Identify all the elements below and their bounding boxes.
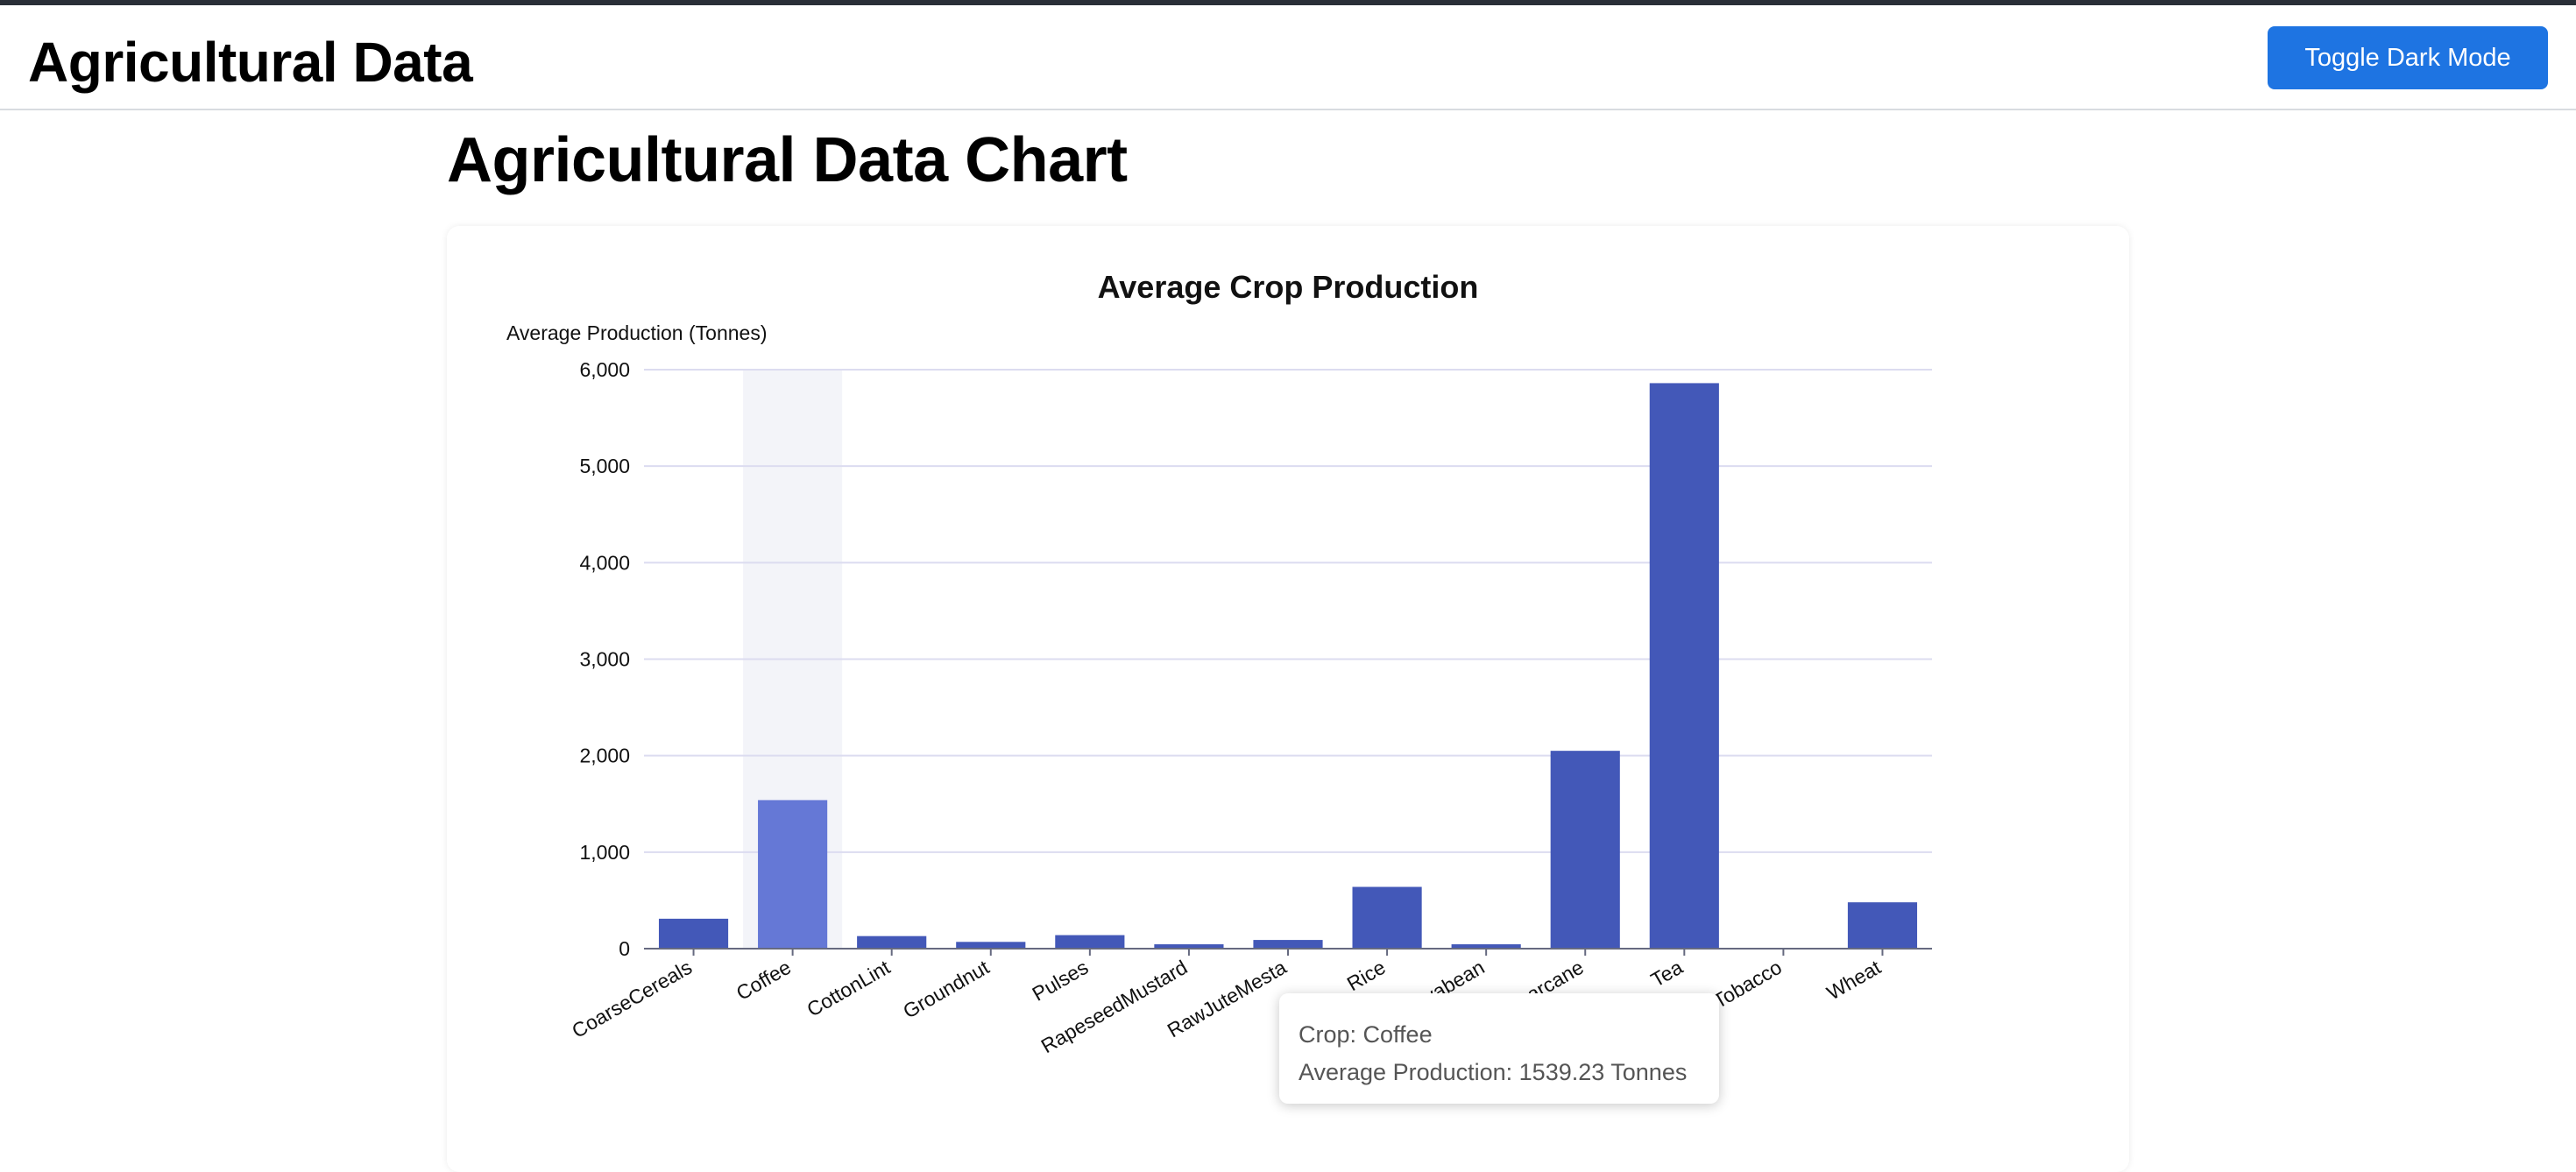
x-tick-label: Rice	[1343, 956, 1390, 996]
app-header: Agricultural Data Toggle Dark Mode	[0, 5, 2576, 110]
bar-cottonlint[interactable]	[857, 935, 927, 949]
x-tick-label: Wheat	[1822, 956, 1885, 1005]
bar-pulses[interactable]	[1055, 935, 1125, 949]
y-tick-label: 5,000	[579, 455, 630, 477]
y-tick-label: 3,000	[579, 648, 630, 671]
x-tick-label: Tea	[1647, 956, 1687, 992]
chart-card: 0 1,000 2,000 3,000 4,000 5,000 6,000 CoarseCe…	[447, 226, 2129, 1172]
toggle-dark-mode-button[interactable]: Toggle Dark Mode	[2268, 26, 2548, 89]
bar-rapeseedmustard[interactable]	[1154, 944, 1224, 949]
top-strip	[0, 0, 2576, 5]
y-tick-label: 0	[619, 937, 630, 960]
y-tick-labels: 0 1,000 2,000 3,000 4,000 5,000 6,000	[579, 358, 630, 960]
y-tick-label: 6,000	[579, 358, 630, 381]
y-tick-label: 4,000	[579, 551, 630, 574]
x-tick-label: Pulses	[1029, 956, 1093, 1006]
bar-sugarcane[interactable]	[1550, 751, 1620, 949]
bar-soyabean[interactable]	[1451, 944, 1521, 949]
bar-wheat[interactable]	[1847, 902, 1918, 949]
y-axis-label: Average Production (Tonnes)	[506, 321, 767, 344]
x-tick-label: CoarseCereals	[568, 956, 696, 1042]
y-tick-label: 2,000	[579, 745, 630, 767]
x-tick-label: CottonLint	[803, 956, 894, 1021]
tooltip-crop: Crop: Coffee	[1299, 1021, 1433, 1048]
app-title: Agricultural Data	[28, 31, 473, 94]
bar-coarsecereals[interactable]	[658, 918, 729, 949]
bar-tea[interactable]	[1649, 383, 1719, 949]
x-tick-label: Tobacco	[1709, 956, 1786, 1013]
tooltip-value: Average Production: 1539.23 Tonnes	[1299, 1059, 1688, 1085]
bar-groundnut[interactable]	[956, 942, 1026, 949]
page-heading: Agricultural Data Chart	[447, 125, 1128, 195]
bar-chart: 0 1,000 2,000 3,000 4,000 5,000 6,000 CoarseCe…	[506, 269, 1932, 1057]
chart-title: Average Crop Production	[1098, 269, 1479, 305]
bar-rice[interactable]	[1352, 886, 1422, 949]
bar-rawjutemesta[interactable]	[1253, 940, 1323, 949]
y-tick-label: 1,000	[579, 841, 630, 864]
x-tick-label: Groundnut	[899, 956, 994, 1023]
bars	[658, 383, 1918, 950]
x-tick-label: Coffee	[732, 956, 795, 1005]
bar-tooltip: Crop: Coffee Average Production: 1539.23…	[1279, 993, 1719, 1104]
bar-coffee[interactable]	[758, 800, 828, 949]
